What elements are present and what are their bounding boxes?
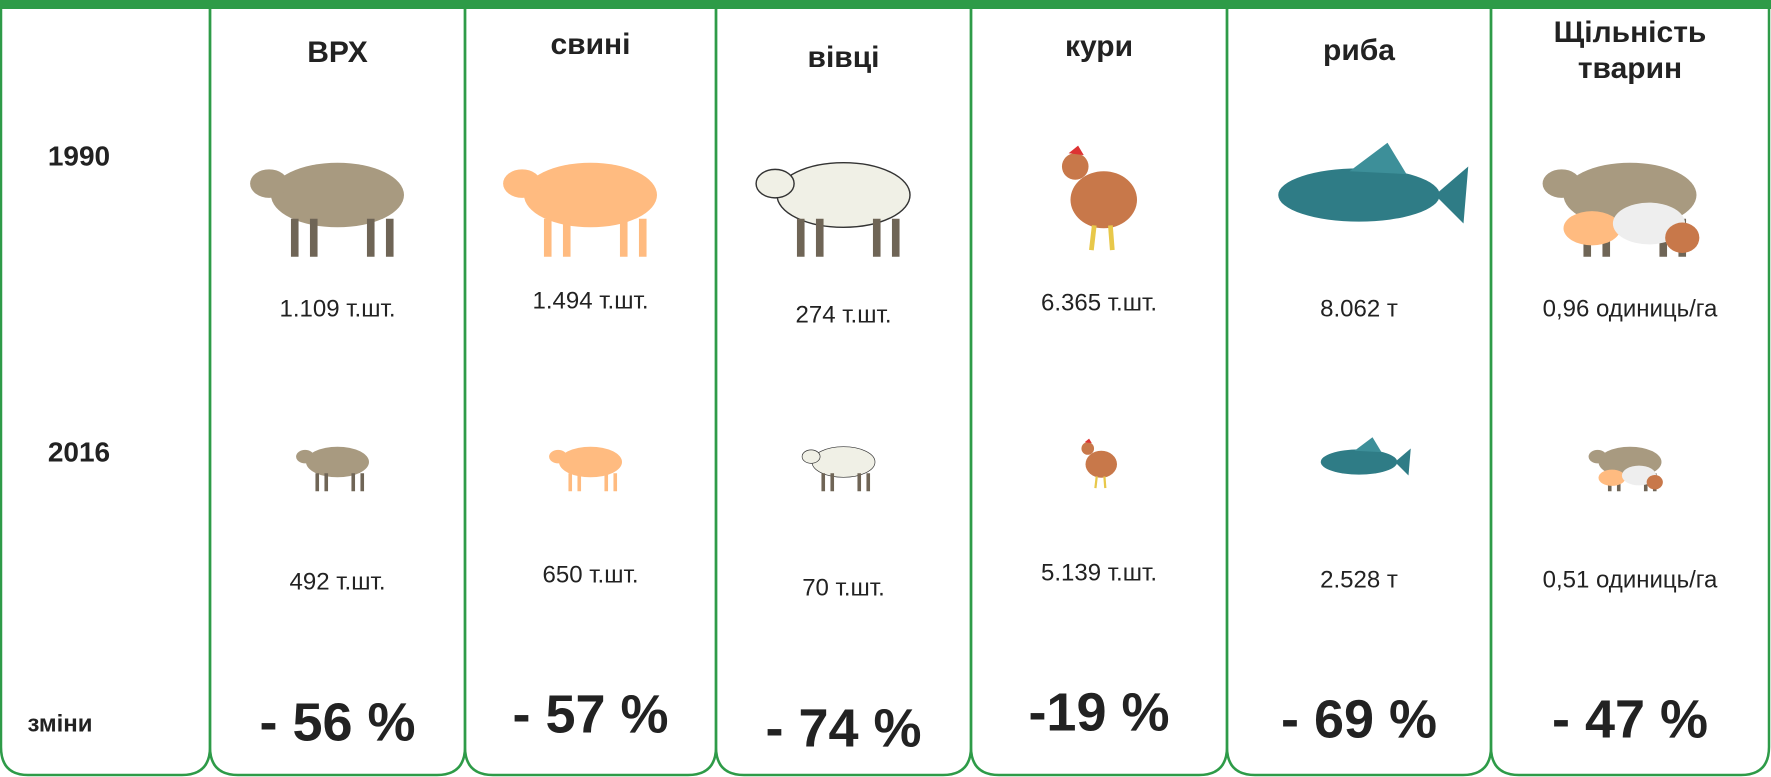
value-2016: 0,51 одиниць/га — [1543, 566, 1718, 593]
value-2016: 5.139 т.шт. — [1041, 559, 1157, 586]
animal-legs — [821, 473, 871, 492]
change: - 56 % — [259, 692, 415, 752]
hen-head — [1061, 153, 1089, 180]
animal-body — [559, 446, 622, 478]
animal-head — [755, 168, 795, 199]
animal-head — [1542, 169, 1581, 198]
column-panel — [969, 9, 1229, 777]
fish-fin — [1354, 437, 1382, 453]
hen-body — [1070, 171, 1137, 229]
animal-legs — [796, 218, 900, 257]
change: - 57 % — [512, 684, 668, 744]
animal-head — [1588, 449, 1607, 464]
animal-body — [306, 446, 369, 478]
column-panel — [463, 9, 718, 777]
animal-legs — [290, 218, 394, 257]
animal-icon — [250, 162, 404, 257]
animal-icon — [755, 161, 911, 257]
animal-icon — [1320, 437, 1411, 476]
value-2016: 2.528 т — [1320, 566, 1398, 593]
animal-icon — [801, 446, 876, 492]
fish-fin — [1435, 166, 1469, 224]
hen-legs — [1094, 476, 1107, 489]
animal-body — [271, 162, 404, 228]
fish-fin — [1349, 142, 1407, 175]
column-title: ВРХ — [307, 36, 368, 69]
value-1990: 8.062 т — [1320, 295, 1398, 322]
hen-legs — [1089, 225, 1115, 251]
animal-head — [503, 169, 542, 198]
column-title: свині — [550, 28, 630, 61]
hen-body — [1085, 450, 1117, 478]
fish-body — [1278, 168, 1440, 222]
value-2016: 492 т.шт. — [290, 568, 386, 595]
column-panel — [714, 9, 973, 777]
top-bar — [0, 0, 1771, 9]
animal-body — [524, 162, 657, 228]
animal-legs — [568, 473, 618, 492]
change: - 69 % — [1281, 689, 1437, 749]
column-panel — [0, 9, 212, 777]
animal-icon — [1081, 438, 1117, 489]
change: - 47 % — [1552, 689, 1708, 749]
column-title: тварин — [1578, 52, 1682, 85]
animal-icon — [1061, 145, 1137, 251]
animal-body — [811, 446, 876, 478]
column-panel — [1225, 9, 1493, 777]
value-1990: 6.365 т.шт. — [1041, 289, 1157, 316]
column-title: кури — [1065, 30, 1133, 63]
animal-head — [296, 449, 315, 464]
animal-icon — [503, 162, 657, 257]
row-label: зміни — [27, 710, 92, 737]
hen-head — [1081, 442, 1095, 455]
change: - 74 % — [765, 698, 921, 758]
value-1990: 0,96 одиниць/га — [1543, 295, 1718, 322]
fish-body — [1320, 449, 1398, 475]
animal-body — [776, 161, 911, 229]
animal-icon — [1588, 446, 1663, 492]
animal-head — [549, 449, 568, 464]
value-1990: 1.494 т.шт. — [533, 287, 649, 314]
row-label: 1990 — [48, 140, 110, 171]
fish-fin — [1395, 448, 1411, 476]
column-panel — [1489, 9, 1771, 777]
change: -19 % — [1028, 682, 1169, 742]
column-panel — [208, 9, 467, 777]
row-label: 2016 — [48, 436, 110, 467]
animal-icon — [1278, 142, 1469, 224]
animal-head — [801, 449, 821, 464]
value-2016: 70 т.шт. — [802, 574, 885, 601]
hen-comb — [1068, 145, 1084, 156]
column-title: Щільність — [1554, 16, 1707, 49]
animal-head — [250, 169, 289, 198]
animal-icon — [296, 446, 369, 492]
hen-comb — [1084, 438, 1092, 444]
pig-small — [1563, 211, 1621, 246]
animal-legs — [315, 473, 365, 492]
pig-small — [1598, 469, 1626, 486]
value-2016: 650 т.шт. — [543, 561, 639, 588]
column-title: вівці — [808, 41, 880, 74]
value-1990: 274 т.шт. — [796, 301, 892, 328]
animal-icon — [549, 446, 622, 492]
value-1990: 1.109 т.шт. — [280, 295, 396, 322]
animal-legs — [543, 218, 647, 257]
animal-icon — [1542, 162, 1700, 257]
column-title: риба — [1323, 34, 1395, 67]
hen-small — [1646, 475, 1663, 490]
hen-small — [1665, 222, 1700, 253]
